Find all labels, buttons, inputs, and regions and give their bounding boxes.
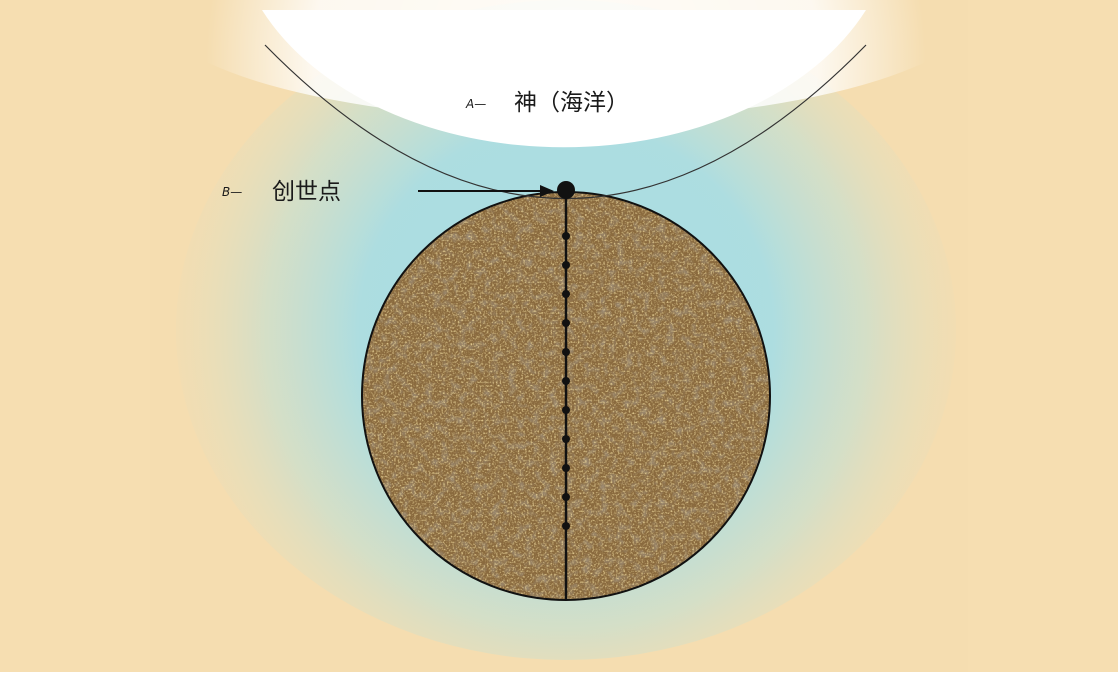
label-b-letter: B— [222, 185, 242, 199]
axis-dot [562, 232, 570, 240]
ocean-shape [262, 10, 866, 148]
left-margin [0, 0, 150, 672]
axis-dot [562, 464, 570, 472]
right-margin [968, 0, 1118, 672]
axis-dot [562, 435, 570, 443]
axis-dot [562, 406, 570, 414]
axis-dots [562, 232, 570, 530]
label-b-text: 创世点 [272, 179, 341, 205]
axis-dot [562, 261, 570, 269]
axis-dot [562, 348, 570, 356]
creation-point [557, 181, 575, 199]
axis-dot [562, 522, 570, 530]
axis-dot [562, 290, 570, 298]
label-a-letter: A— [465, 97, 486, 111]
axis-dot [562, 319, 570, 327]
ocean-region [146, 0, 986, 148]
label-a-text: 神（海洋） [514, 90, 629, 116]
axis-dot [562, 493, 570, 501]
axis-dot [562, 377, 570, 385]
